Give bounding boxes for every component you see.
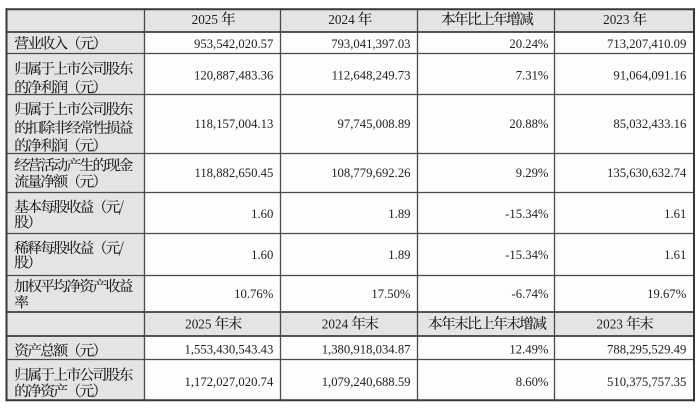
svg-text:118,157,004.13: 118,157,004.13 (194, 117, 273, 131)
svg-text:-15.34%: -15.34% (505, 248, 549, 262)
svg-text:1.61: 1.61 (664, 248, 686, 262)
svg-text:713,207,410.09: 713,207,410.09 (607, 37, 686, 51)
svg-text:120,887,483.36: 120,887,483.36 (194, 69, 273, 83)
svg-text:1,079,240,688.59: 1,079,240,688.59 (322, 375, 411, 389)
svg-text:7.31%: 7.31% (516, 69, 549, 83)
svg-text:1,380,918,034.87: 1,380,918,034.87 (322, 343, 411, 357)
svg-text:20.88%: 20.88% (509, 117, 549, 131)
svg-text:12.49%: 12.49% (509, 343, 549, 357)
svg-text:97,745,008.89: 97,745,008.89 (338, 117, 411, 131)
svg-text:8.60%: 8.60% (516, 375, 549, 389)
svg-text:2025: 2025 (185, 317, 212, 332)
svg-text:2023: 2023 (603, 12, 630, 27)
svg-text:1.60: 1.60 (251, 207, 273, 221)
svg-text:2024: 2024 (322, 317, 349, 332)
svg-text:953,542,020.57: 953,542,020.57 (194, 37, 273, 51)
svg-text:2025: 2025 (192, 12, 219, 27)
svg-text:17.50%: 17.50% (371, 287, 411, 301)
svg-text:1,172,027,020.74: 1,172,027,020.74 (184, 375, 273, 389)
svg-text:1.60: 1.60 (251, 248, 273, 262)
svg-text:1.89: 1.89 (388, 248, 410, 262)
svg-text:1.89: 1.89 (388, 207, 410, 221)
svg-text:510,375,757.35: 510,375,757.35 (607, 375, 686, 389)
svg-text:108,779,692.26: 108,779,692.26 (331, 166, 410, 180)
svg-text:793,041,397.03: 793,041,397.03 (331, 37, 410, 51)
svg-text:-6.74%: -6.74% (512, 287, 549, 301)
svg-text:2024: 2024 (328, 12, 355, 27)
svg-text:135,630,632.74: 135,630,632.74 (607, 166, 687, 180)
svg-text:85,032,433.16: 85,032,433.16 (613, 117, 686, 131)
svg-text:91,064,091.16: 91,064,091.16 (613, 69, 686, 83)
svg-text:1,553,430,543.43: 1,553,430,543.43 (184, 343, 273, 357)
svg-text:2023: 2023 (597, 317, 624, 332)
svg-text:19.67%: 19.67% (647, 287, 687, 301)
svg-text:1.61: 1.61 (664, 207, 686, 221)
svg-text:-15.34%: -15.34% (505, 207, 549, 221)
svg-text:112,648,249.73: 112,648,249.73 (332, 69, 411, 83)
svg-text:788,295,529.49: 788,295,529.49 (607, 343, 686, 357)
svg-text:10.76%: 10.76% (234, 287, 274, 301)
svg-text:9.29%: 9.29% (516, 166, 549, 180)
svg-text:20.24%: 20.24% (509, 37, 549, 51)
svg-text:118,882,650.45: 118,882,650.45 (194, 166, 273, 180)
